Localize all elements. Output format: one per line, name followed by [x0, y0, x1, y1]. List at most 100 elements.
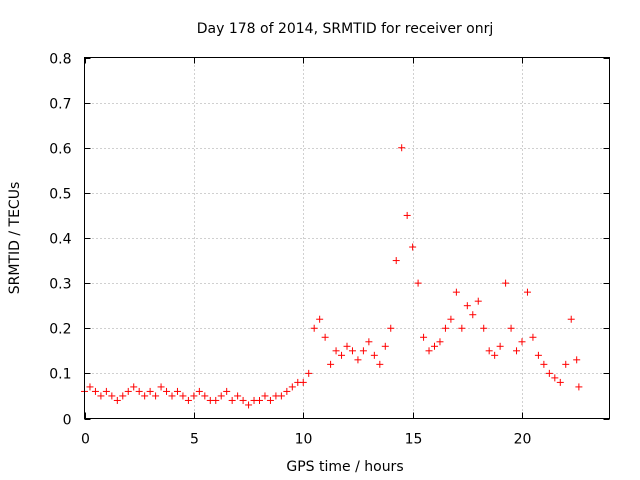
data-point — [256, 396, 263, 404]
data-point — [409, 243, 417, 251]
data-point — [343, 342, 351, 350]
data-point — [321, 333, 329, 341]
data-point — [277, 392, 285, 400]
data-points — [81, 144, 583, 409]
x-tick-label: 5 — [190, 432, 199, 448]
data-point — [562, 360, 570, 368]
data-point — [86, 383, 94, 391]
data-point — [403, 211, 411, 219]
data-point — [135, 387, 143, 395]
data-point — [575, 383, 583, 391]
y-tick-label: 0.2 — [49, 322, 71, 338]
data-point — [332, 347, 340, 355]
data-point — [245, 401, 253, 409]
y-tick-label: 0.8 — [49, 52, 71, 68]
data-point — [179, 392, 187, 400]
y-tick-label: 0 — [63, 413, 72, 429]
data-point — [420, 333, 428, 341]
data-point — [534, 351, 542, 359]
data-point — [97, 392, 105, 400]
data-point — [234, 392, 242, 400]
data-point — [414, 279, 422, 287]
data-point — [190, 392, 198, 400]
plot-frame — [84, 57, 610, 419]
data-point — [436, 338, 444, 346]
data-point — [152, 392, 160, 400]
data-point — [228, 396, 236, 404]
data-point — [141, 392, 149, 400]
data-point — [485, 347, 493, 355]
data-point — [523, 288, 531, 296]
data-point — [163, 387, 171, 395]
y-tick-label: 0.7 — [49, 97, 71, 113]
data-point — [195, 387, 203, 395]
data-point — [392, 257, 400, 265]
data-point — [507, 324, 515, 332]
data-point — [217, 392, 225, 400]
data-point — [540, 360, 548, 368]
data-point — [130, 383, 138, 391]
data-point — [266, 396, 274, 404]
y-tick-label: 0.3 — [49, 277, 71, 293]
data-point — [556, 378, 564, 386]
data-point — [146, 387, 154, 395]
data-point — [173, 387, 181, 395]
data-point — [239, 396, 247, 404]
data-point — [545, 369, 553, 377]
y-axis-label: SRMTID / TECUs — [7, 182, 23, 295]
y-tick-label: 0.5 — [49, 187, 71, 203]
data-point — [431, 342, 438, 350]
data-point — [201, 392, 209, 400]
data-point — [567, 315, 575, 323]
data-point — [463, 302, 471, 310]
data-point — [261, 392, 269, 400]
data-point — [108, 392, 116, 400]
data-point — [529, 333, 537, 341]
data-point — [354, 356, 362, 364]
data-point — [551, 374, 559, 382]
data-point — [102, 387, 110, 395]
data-point — [184, 396, 192, 404]
data-point — [91, 387, 99, 395]
data-point — [157, 383, 165, 391]
data-point — [398, 144, 406, 152]
data-point — [212, 396, 220, 404]
data-point — [288, 383, 296, 391]
data-point — [496, 342, 504, 350]
data-point — [425, 347, 433, 355]
data-point — [452, 288, 460, 296]
data-point — [513, 347, 521, 355]
data-point — [469, 311, 477, 319]
y-tick-label: 0.1 — [49, 367, 71, 383]
data-point — [474, 297, 482, 305]
x-tick-label: 0 — [81, 432, 90, 448]
data-point — [381, 342, 389, 350]
data-point — [480, 324, 488, 332]
data-point — [119, 392, 127, 400]
data-point — [447, 315, 455, 323]
axes: 0 0.1 0.2 0.3 0.4 0.5 0.6 0.7 0.8 0 5 10 15 20 — [49, 52, 610, 448]
data-point — [376, 360, 384, 368]
data-point — [502, 279, 510, 287]
x-tick-label: 10 — [295, 432, 313, 448]
y-tick-label: 0.4 — [49, 232, 71, 248]
data-point — [168, 392, 176, 400]
data-point — [113, 396, 121, 404]
x-tick-label: 20 — [514, 432, 532, 448]
data-point — [518, 338, 526, 346]
data-point — [491, 351, 499, 359]
data-point — [359, 347, 367, 355]
data-point — [387, 324, 395, 332]
x-axis-label: GPS time / hours — [286, 459, 403, 475]
grid — [84, 57, 610, 419]
data-point — [283, 387, 291, 395]
data-point — [573, 356, 581, 364]
data-point — [316, 315, 324, 323]
data-point — [124, 387, 132, 395]
data-point — [327, 360, 335, 368]
data-point — [310, 324, 318, 332]
data-point — [338, 351, 346, 359]
data-point — [223, 387, 231, 395]
data-point — [365, 338, 373, 346]
